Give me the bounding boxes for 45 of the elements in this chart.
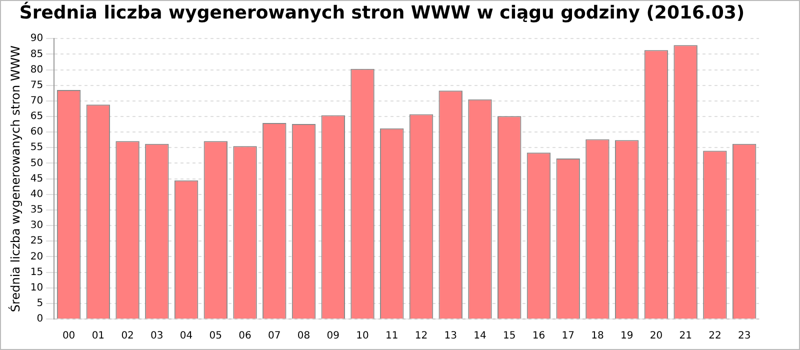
- y-tick-label: 45: [30, 173, 44, 184]
- x-tick-label: 14: [474, 330, 486, 342]
- y-tick-label: 15: [30, 266, 44, 278]
- y-tick-label: 30: [30, 220, 44, 232]
- x-tick-label: 12: [414, 330, 428, 342]
- x-tick-label: 20: [650, 330, 663, 342]
- x-tick-label: 09: [326, 330, 340, 342]
- y-tick-label: 20: [30, 251, 44, 262]
- x-tick-label: 18: [591, 330, 604, 342]
- x-tick-label: 15: [502, 330, 516, 342]
- y-tick-label: 90: [30, 33, 44, 44]
- x-tick-label: 00: [62, 330, 76, 342]
- x-tick-label: 17: [562, 330, 574, 342]
- x-tick-label: 22: [708, 330, 722, 342]
- chart-title: Średnia liczba wygenerowanych stron WWW w ciągu godziny (2016.03): [19, 1, 745, 24]
- x-tick-label: 10: [356, 330, 369, 342]
- y-tick-label: 25: [30, 236, 44, 247]
- y-tick-label: 65: [30, 111, 44, 122]
- x-tick-label: 11: [386, 330, 398, 342]
- x-tick-label: 01: [92, 330, 105, 342]
- y-tick-label: 60: [30, 126, 44, 138]
- y-tick-label: 5: [36, 298, 44, 310]
- y-tick-label: 80: [30, 64, 44, 76]
- y-tick-label: 70: [30, 96, 44, 107]
- y-tick-label: 75: [30, 80, 44, 91]
- x-tick-label: 16: [532, 330, 546, 342]
- y-tick-label: 10: [30, 282, 44, 294]
- y-tick-label: 35: [30, 204, 44, 216]
- x-tick-label: 06: [238, 330, 252, 342]
- x-tick-label: 07: [268, 330, 281, 342]
- x-tick-label: 19: [620, 330, 634, 342]
- y-tick-label: 50: [30, 158, 44, 169]
- y-tick-label: 0: [36, 314, 44, 325]
- x-tick-label: 08: [297, 330, 310, 342]
- x-tick-label: 03: [150, 330, 164, 342]
- x-tick-label: 13: [444, 330, 457, 342]
- x-tick-label: 05: [209, 330, 222, 342]
- x-tick-label: 21: [679, 330, 692, 342]
- y-tick-label: 55: [30, 142, 44, 154]
- y-tick-label: 85: [30, 48, 44, 60]
- x-tick-label: 23: [738, 330, 751, 342]
- y-tick-label: 40: [30, 188, 44, 200]
- x-tick-label: 02: [121, 330, 134, 342]
- x-tick-label: 04: [180, 330, 193, 342]
- y-axis-title: Średnia liczba wygenerowanych stron WWW: [7, 45, 22, 312]
